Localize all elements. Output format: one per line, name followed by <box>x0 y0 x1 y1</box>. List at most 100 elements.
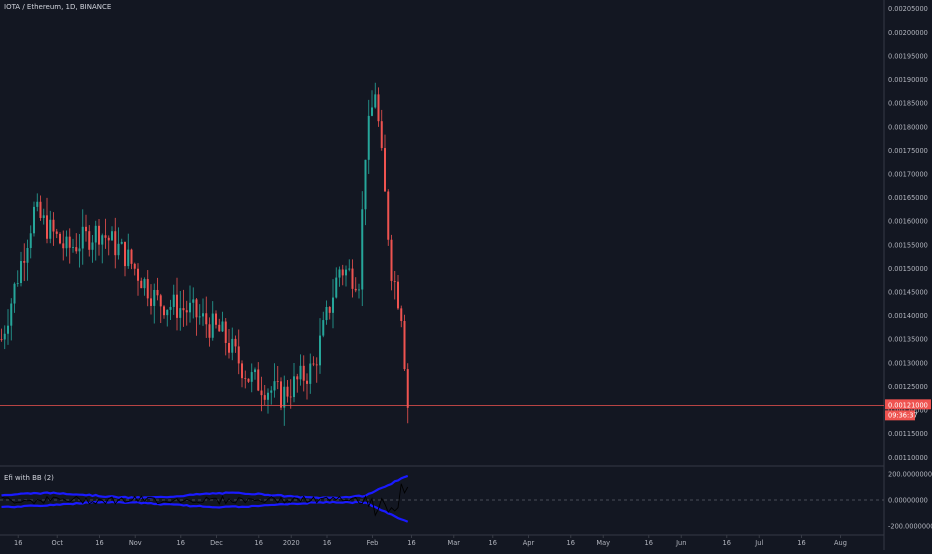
time-tick-label: 16 <box>407 539 415 547</box>
candle-body <box>377 94 380 122</box>
time-tick-label: 2020 <box>283 539 300 547</box>
time-tick-label: 16 <box>255 539 263 547</box>
candle-body <box>270 390 273 393</box>
candle-body <box>143 279 146 289</box>
candle-body <box>111 231 113 241</box>
price-tick-label: 0.00115000 <box>888 430 928 438</box>
candle-body <box>88 231 91 250</box>
candle-body <box>91 242 94 250</box>
candle-body <box>156 289 159 296</box>
candle-body <box>127 249 130 267</box>
candle-body <box>130 249 133 264</box>
indicator-param: (2) <box>43 474 54 482</box>
candle-body <box>114 231 117 256</box>
candle-body <box>94 225 97 243</box>
candle-body <box>241 363 243 379</box>
candle-body <box>315 364 318 366</box>
indicator-tick-label: 0.00000000 <box>888 497 928 505</box>
price-axis[interactable]: 0.00205000 0.00200000 0.00195000 0.00190000… <box>888 5 932 530</box>
candle-body <box>198 316 201 318</box>
time-tick-label: Dec <box>210 539 223 547</box>
candle-body <box>354 288 357 291</box>
price-tick-label: 0.00200000 <box>888 29 928 37</box>
candle-body <box>312 363 315 365</box>
time-axis[interactable]: 16 Oct 16 Nov 16 Dec 16 2020 16 Feb 16 Mar 16 Apr 16 Ma… <box>14 535 847 547</box>
candle-body <box>3 333 6 340</box>
candle-body <box>215 313 217 325</box>
time-tick-label: 16 <box>14 539 22 547</box>
candle-body <box>75 247 78 252</box>
time-tick-label: Aug <box>834 539 847 547</box>
candle-body <box>205 313 208 325</box>
candle-body <box>390 239 393 281</box>
candle-body <box>224 321 227 343</box>
candle-body <box>234 338 237 347</box>
indicator-tick-label: -200.00000000 <box>888 523 932 531</box>
price-tick-label: 0.00180000 <box>888 123 928 131</box>
candle-body <box>52 219 55 232</box>
candle-body <box>137 268 139 281</box>
candle-body <box>140 280 143 289</box>
time-tick-label: Nov <box>129 539 142 547</box>
bb-lower-band <box>1 500 409 523</box>
candle-body <box>341 269 344 276</box>
time-tick-label: 16 <box>323 539 331 547</box>
candle-body <box>306 380 308 384</box>
candle-body <box>293 376 295 398</box>
time-tick-label: May <box>596 539 610 547</box>
candle-body <box>397 281 399 309</box>
candle-body <box>244 378 247 379</box>
candle-body <box>328 306 331 313</box>
candle-body <box>85 226 87 232</box>
candle-body <box>250 372 253 382</box>
candle-body <box>29 233 32 248</box>
candle-body <box>163 306 165 316</box>
candle-body <box>358 289 360 291</box>
candle-body <box>195 299 198 318</box>
candle-body <box>202 313 204 317</box>
candle-body <box>182 308 185 311</box>
time-tick-label: 16 <box>645 539 653 547</box>
candle-body <box>72 247 74 248</box>
candle-body <box>10 303 13 326</box>
candle-body <box>374 94 377 108</box>
time-tick-label: Feb <box>367 539 379 547</box>
time-tick-label: 16 <box>797 539 805 547</box>
price-tag: 0.00121000 09:36:37 <box>885 399 931 421</box>
candle-body <box>338 269 341 278</box>
time-tick-label: 16 <box>489 539 497 547</box>
candle-body <box>62 243 65 249</box>
countdown-tag-value: 09:36:37 <box>888 412 918 420</box>
candle-body <box>393 280 396 282</box>
candle-body <box>20 261 22 284</box>
candle-body <box>36 201 39 207</box>
candle-body <box>237 346 240 364</box>
indicator-legend[interactable]: Efi with BB (2) <box>4 474 54 482</box>
candle-body <box>146 279 149 299</box>
price-tick-label: 0.00190000 <box>888 76 928 84</box>
price-tick-label: 0.00125000 <box>888 383 928 391</box>
candle-body <box>283 386 286 408</box>
price-tick-label: 0.00110000 <box>888 454 928 462</box>
candle-body <box>7 325 9 334</box>
candle-body <box>81 226 84 249</box>
candle-body <box>364 159 367 210</box>
candle-body <box>98 225 100 245</box>
price-tick-label: 0.00145000 <box>888 289 928 297</box>
grid-lines <box>0 0 885 550</box>
candle-body <box>117 243 120 256</box>
candle-body <box>33 206 35 234</box>
candle-body <box>309 363 312 384</box>
candle-body <box>78 248 81 252</box>
indicator-name: Efi with BB <box>4 474 42 482</box>
candle-body <box>384 148 386 192</box>
candle-body <box>172 294 175 307</box>
candle-body <box>39 201 42 218</box>
candle-body <box>322 320 325 336</box>
price-tick-label: 0.00140000 <box>888 312 928 320</box>
candle-body <box>104 235 107 238</box>
price-tick-label: 0.00135000 <box>888 336 928 344</box>
candle-body <box>68 236 71 248</box>
candle-body <box>153 289 156 306</box>
